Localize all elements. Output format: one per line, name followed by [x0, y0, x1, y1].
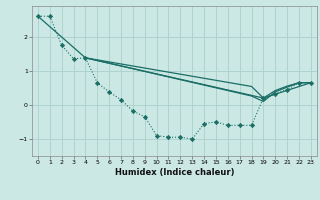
- X-axis label: Humidex (Indice chaleur): Humidex (Indice chaleur): [115, 168, 234, 177]
